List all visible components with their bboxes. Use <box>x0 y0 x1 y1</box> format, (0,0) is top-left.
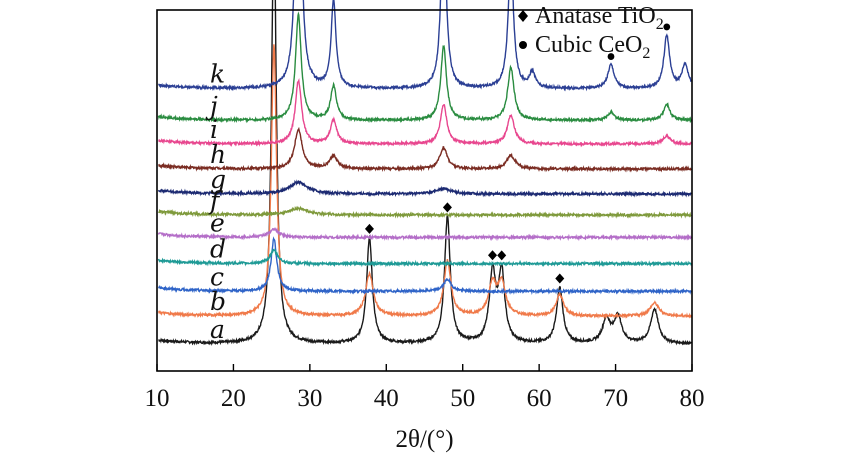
ceria-peak-marker <box>663 23 671 31</box>
legend-label-subscript: 2 <box>642 45 650 62</box>
series-line-i <box>158 77 692 148</box>
series-label-g: g <box>210 165 226 194</box>
series-line-k <box>158 0 692 92</box>
series-line-a <box>158 0 692 346</box>
series-label-b: b <box>210 287 226 316</box>
series-line-e <box>157 226 692 242</box>
series-label-a: a <box>210 315 225 344</box>
series-line-j <box>157 11 692 124</box>
series-line-d <box>157 248 692 268</box>
series-label-h: h <box>210 140 226 169</box>
legend-label-subscript: 2 <box>656 16 664 33</box>
x-tick-label: 40 <box>374 385 399 412</box>
x-tick-label: 70 <box>603 385 628 412</box>
anatase-peak-marker <box>497 250 507 261</box>
series-label-i: i <box>210 115 218 144</box>
x-tick-label: 50 <box>450 385 475 412</box>
legend-label-main: Anatase TiO <box>535 3 656 29</box>
series-label-e: e <box>210 208 225 237</box>
anatase-peak-marker <box>364 223 374 234</box>
anatase-peak-marker <box>442 202 452 213</box>
plot-frame <box>156 9 693 372</box>
x-tick-label: 10 <box>145 385 170 412</box>
x-tick-label: 30 <box>297 385 322 412</box>
series-label-j: j <box>205 91 218 120</box>
ceria-peak-marker <box>607 53 615 60</box>
x-tick-label: 20 <box>221 385 246 412</box>
x-axis-label: 2θ/(°) <box>395 426 453 453</box>
series-line-f <box>157 205 692 219</box>
series-label-c: c <box>210 262 224 291</box>
series-line-b <box>157 44 692 320</box>
x-tick-label: 60 <box>527 385 552 412</box>
series-label-k: k <box>210 60 225 89</box>
legend-diamond-marker <box>518 10 528 22</box>
series-line-c <box>157 236 692 296</box>
legend-entry-label: Cubic CeO2 <box>535 32 650 62</box>
legend-label-main: Cubic CeO <box>535 32 642 58</box>
series-label-f: f <box>208 186 223 215</box>
x-tick-label: 80 <box>680 385 705 412</box>
legend-circle-marker <box>519 41 527 49</box>
anatase-peak-marker <box>555 273 565 284</box>
marker-layer <box>364 23 671 284</box>
series-line-h <box>158 126 692 173</box>
series-label-d: d <box>210 235 226 264</box>
x-axis-ticks: 10 20 30 40 50 60 70 80 <box>145 364 705 412</box>
series-line-g <box>157 179 692 198</box>
series-layer <box>157 0 692 346</box>
legend-entry-label: Anatase TiO2 <box>535 3 664 33</box>
anatase-peak-marker <box>488 250 498 261</box>
